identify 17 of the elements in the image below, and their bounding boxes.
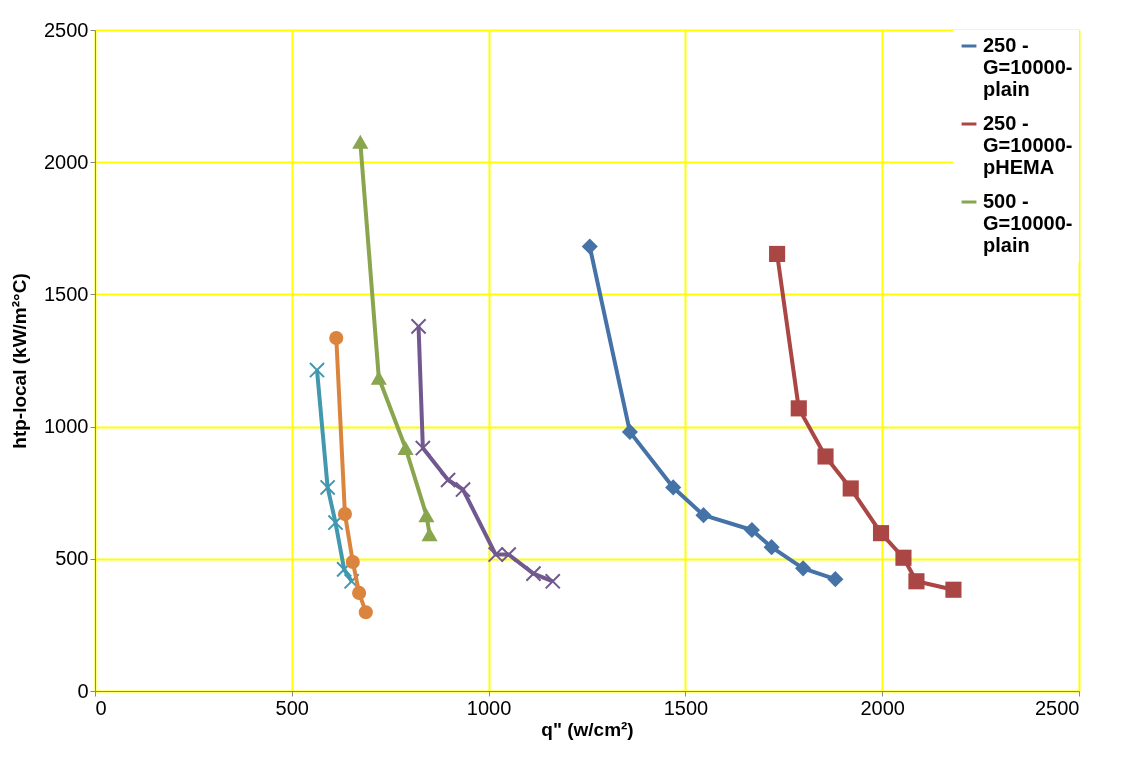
x-tick-label: 1500	[663, 696, 709, 719]
y-tick-label: 2000	[44, 150, 89, 173]
y-tick-label: 0	[77, 679, 89, 702]
legend-label: 250 - G=10000-plain	[983, 34, 1073, 100]
x-tick-label: 2500	[1035, 696, 1080, 719]
legend-label: 500 - G=10000-plain	[983, 190, 1073, 256]
y-tick-label: 1000	[44, 415, 89, 438]
y-tick-label: 2500	[44, 18, 89, 41]
legend-label: 250 - G=10000-pHEMA	[983, 112, 1073, 178]
y-axis-title: htp-local (kW/m²°C)	[9, 273, 31, 449]
x-axis-title: q" (w/cm²)	[541, 718, 634, 740]
x-tick-label: 2000	[860, 696, 905, 719]
y-tick-label: 1500	[44, 282, 89, 305]
x-tick-label: 1000	[466, 696, 512, 719]
x-tick-label: 0	[95, 696, 107, 719]
x-tick-label: 500	[275, 696, 309, 719]
y-tick-label: 500	[55, 547, 89, 570]
